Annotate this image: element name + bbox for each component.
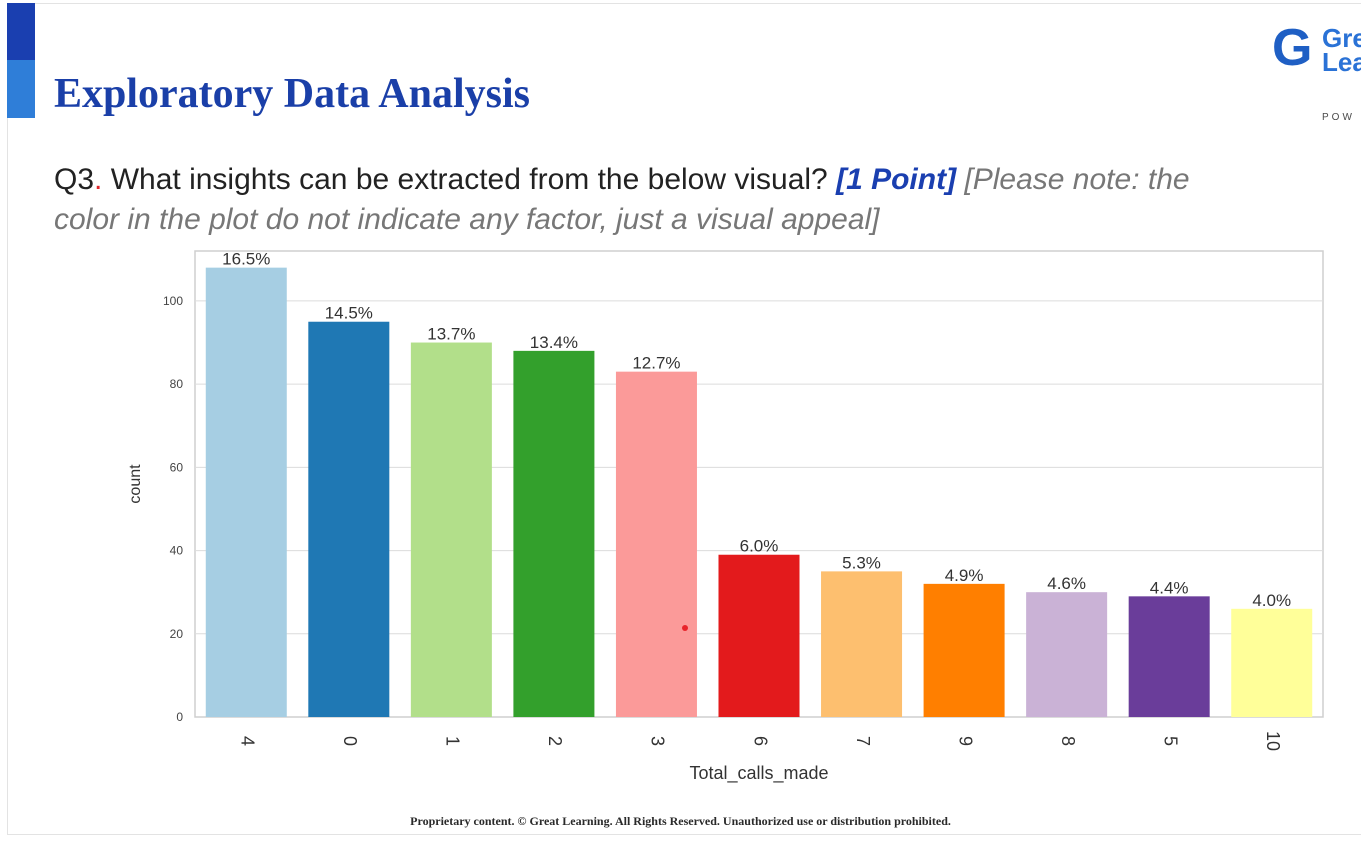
question-label: Q3 xyxy=(54,163,95,196)
x-tick-label: 8 xyxy=(1058,736,1078,746)
bar-value-label: 6.0% xyxy=(740,537,779,556)
question-note: [Please note: the xyxy=(956,163,1190,196)
great-learning-logo-icon: G xyxy=(1272,22,1313,77)
question-text: Q3. What insights can be extracted from … xyxy=(54,160,1349,240)
x-tick-label: 9 xyxy=(955,736,975,746)
logo-wordmark-bottom: Lea xyxy=(1322,47,1361,77)
bar xyxy=(1231,608,1313,717)
question-points: [1 Point] xyxy=(836,163,957,196)
y-tick-label: 60 xyxy=(170,460,184,474)
x-tick-label: 10 xyxy=(1263,731,1283,751)
question-note-line2: color in the plot do not indicate any fa… xyxy=(54,203,880,236)
logo-wordmark-top: Gre xyxy=(1322,23,1361,53)
y-tick-label: 40 xyxy=(170,544,184,558)
x-tick-label: 6 xyxy=(750,736,770,746)
y-axis-label: count xyxy=(127,464,144,504)
x-tick-label: 0 xyxy=(340,736,360,746)
x-tick-label: 5 xyxy=(1160,736,1180,746)
question-label-dot: . xyxy=(94,163,103,196)
bar xyxy=(410,342,492,717)
bar-value-label: 5.3% xyxy=(842,553,881,572)
bar-value-label: 4.6% xyxy=(1047,574,1086,593)
bar-value-label: 4.4% xyxy=(1150,578,1189,597)
bar xyxy=(308,321,390,717)
slide-frame xyxy=(7,3,1361,835)
bar xyxy=(923,583,1005,717)
x-tick-label: 3 xyxy=(648,736,668,746)
bar-value-label: 12.7% xyxy=(632,354,680,373)
bar-value-label: 16.5% xyxy=(222,250,270,269)
footer-copyright: Proprietary content. © Great Learning. A… xyxy=(410,814,951,828)
bar-value-label: 14.5% xyxy=(325,304,373,323)
question-body: What insights can be extracted from the … xyxy=(102,163,837,196)
y-tick-label: 80 xyxy=(170,377,184,391)
laser-pointer-dot xyxy=(682,625,688,631)
title-accent-bar-top xyxy=(7,3,35,60)
calls-count-bar-chart: 0 20 40 60 80 100 16.5% 4 14.5% 0 13.7% 1 13.4% 2 12.7… xyxy=(127,250,1324,784)
x-tick-label: 1 xyxy=(443,736,463,746)
x-tick-label: 7 xyxy=(853,736,873,746)
x-tick-label: 4 xyxy=(238,736,258,746)
bar xyxy=(513,350,595,717)
bar xyxy=(1026,592,1108,717)
bar xyxy=(718,554,800,717)
bar xyxy=(1128,596,1210,717)
y-tick-label: 20 xyxy=(170,627,184,641)
bar-value-label: 4.9% xyxy=(945,566,984,585)
x-axis-label: Total_calls_made xyxy=(689,763,828,784)
bar xyxy=(205,267,287,717)
x-tick-label: 2 xyxy=(545,736,565,746)
logo-tagline: POW xyxy=(1322,112,1355,123)
y-tick-label: 0 xyxy=(176,710,183,724)
bar xyxy=(615,371,697,717)
title-accent-bar-bottom xyxy=(7,60,35,118)
bar-value-label: 13.4% xyxy=(530,333,578,352)
great-learning-logo: G Gre Lea POW xyxy=(1272,22,1361,132)
y-tick-label: 100 xyxy=(163,294,183,308)
bar-value-label: 13.7% xyxy=(427,325,475,344)
bar-value-label: 4.0% xyxy=(1252,591,1291,610)
bar xyxy=(821,571,903,717)
slide-title: Exploratory Data Analysis xyxy=(54,71,531,117)
